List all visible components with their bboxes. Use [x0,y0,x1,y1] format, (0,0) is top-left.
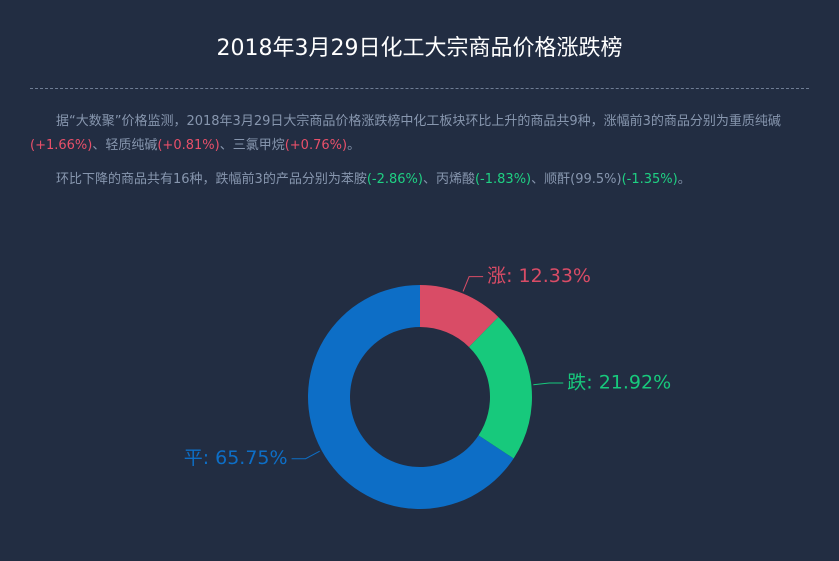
leader-line [533,382,564,386]
text-run: 据“大数聚”价格监测，2018年3月29日大宗商品价格涨跌榜中化工板块环比上升的… [56,114,781,129]
data-label: 平: 65.75% [184,447,288,469]
highlight: (+0.81%) [157,138,220,153]
leader-line [291,450,320,460]
donut-slice [468,316,532,459]
text-run: 。 [347,138,361,153]
divider [30,88,809,89]
donut-slice [420,285,499,347]
text-run: 环比下降的商品共有16种，跌幅前3的产品分别为苯胺 [56,172,367,187]
data-label: 跌: 21.92% [567,372,671,394]
summary: 据“大数聚”价格监测，2018年3月29日大宗商品价格涨跌榜中化工板块环比上升的… [30,110,809,202]
paragraph: 据“大数聚”价格监测，2018年3月29日大宗商品价格涨跌榜中化工板块环比上升的… [30,110,809,158]
text-run: 。 [677,172,691,187]
highlight: (-1.35%) [621,172,678,187]
highlight: (-1.83%) [474,172,532,187]
text-run: 、顺酐(99.5%) [531,172,622,187]
highlight: (+0.76%) [284,138,348,153]
text-run: 、丙烯酸 [422,172,475,187]
text-run: 、轻质纯碱 [92,138,158,153]
highlight: (-2.86%) [366,172,423,187]
donut-slice [308,285,514,509]
page-title: 2018年3月29日化工大宗商品价格涨跌榜 [216,36,623,61]
text-run: 、三氯甲烷 [219,138,285,153]
data-label: 涨: 12.33% [487,265,591,287]
paragraph: 环比下降的商品共有16种，跌幅前3的产品分别为苯胺(-2.86%)、丙烯酸(-1… [30,168,809,192]
highlight: (+1.66%) [30,138,93,153]
leader-line [462,276,484,292]
